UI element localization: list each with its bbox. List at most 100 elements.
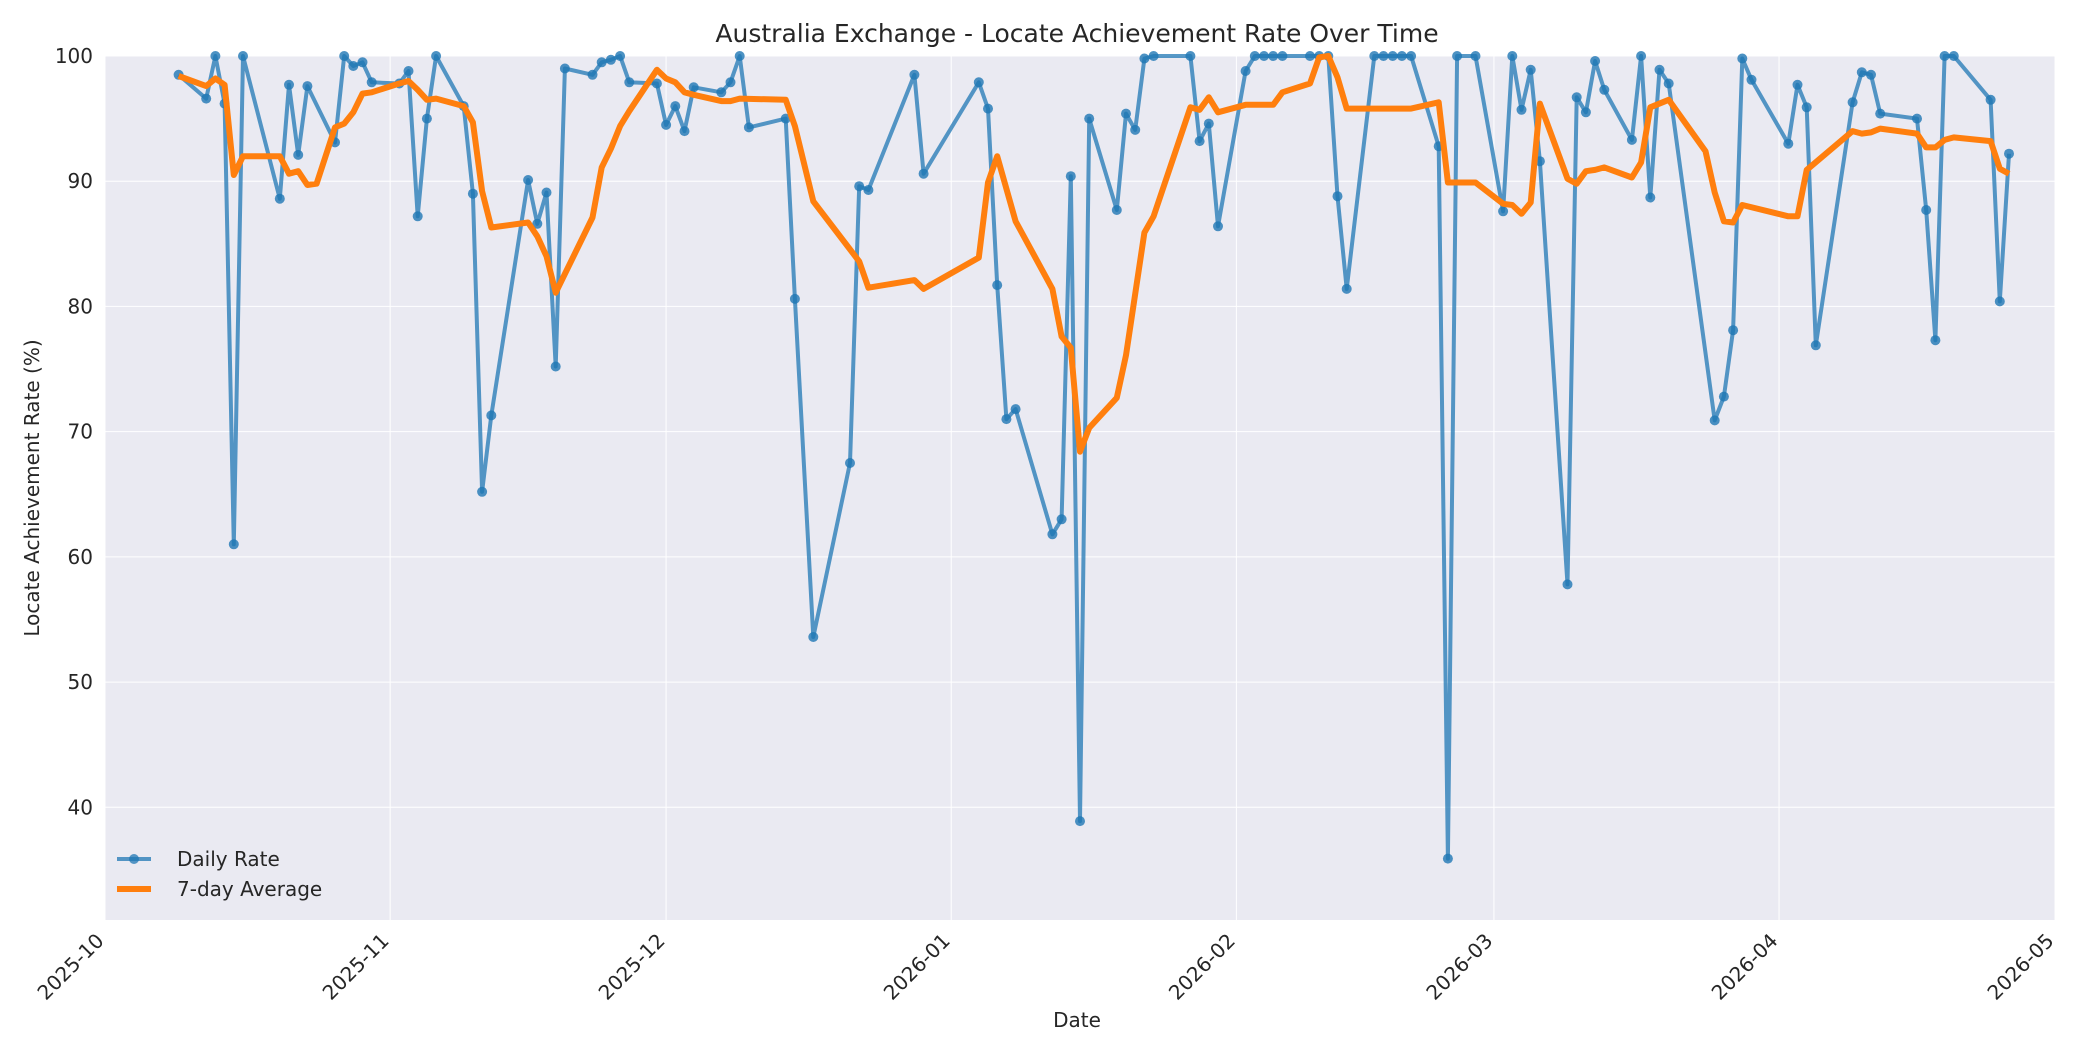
daily-rate-point bbox=[1626, 134, 1637, 145]
daily-rate-point bbox=[403, 66, 414, 76]
daily-rate-point bbox=[1470, 51, 1481, 61]
daily-rate-point bbox=[992, 280, 1003, 291]
daily-rate-point bbox=[1654, 64, 1665, 75]
daily-rate-point bbox=[863, 185, 874, 195]
series-layer bbox=[173, 51, 2014, 864]
daily-rate-point bbox=[1645, 192, 1656, 203]
daily-rate-point bbox=[1341, 283, 1352, 294]
daily-rate-point bbox=[918, 168, 929, 179]
daily-rate-point bbox=[412, 211, 423, 222]
daily-rate-point bbox=[1442, 853, 1453, 864]
daily-rate-point bbox=[1139, 53, 1150, 64]
daily-rate-point bbox=[596, 57, 607, 68]
daily-rate-point bbox=[1240, 66, 1251, 76]
daily-rate-point bbox=[1516, 104, 1527, 115]
y-tick-label: 70 bbox=[68, 420, 93, 444]
daily-rate-point bbox=[1084, 113, 1095, 124]
daily-rate-point bbox=[339, 51, 350, 61]
y-tick-label: 50 bbox=[68, 670, 93, 694]
daily-rate-point bbox=[1912, 113, 1922, 124]
daily-rate-point bbox=[293, 149, 304, 160]
daily-rate-point bbox=[1332, 191, 1343, 202]
daily-rate-point bbox=[973, 77, 984, 88]
daily-rate-point bbox=[228, 539, 239, 550]
daily-rate-point bbox=[1452, 51, 1463, 61]
daily-rate-point bbox=[624, 77, 635, 88]
daily-rate-point bbox=[1305, 51, 1315, 61]
daily-rate-point bbox=[1930, 335, 1941, 346]
daily-rate-point bbox=[1636, 51, 1647, 61]
daily-rate-point bbox=[845, 458, 855, 468]
daily-rate-point bbox=[486, 410, 497, 421]
seven-day-average-line bbox=[177, 53, 2011, 455]
daily-rate-point bbox=[1783, 138, 1794, 149]
daily-rate-point bbox=[789, 293, 800, 304]
daily-rate-point bbox=[357, 57, 368, 68]
daily-rate-point bbox=[477, 486, 488, 497]
daily-rate-point bbox=[1111, 205, 1122, 215]
daily-rate-point bbox=[1709, 415, 1720, 426]
y-axis-label: Locate Achievement Rate (%) bbox=[20, 339, 44, 636]
daily-rate-point bbox=[1507, 51, 1518, 61]
daily-rate-point bbox=[1277, 51, 1288, 61]
daily-rate-point bbox=[1810, 340, 1821, 351]
daily-rate-point bbox=[780, 113, 791, 124]
daily-rate-point bbox=[1875, 108, 1886, 119]
daily-rate-point bbox=[854, 181, 865, 192]
daily-rate-point bbox=[679, 126, 690, 137]
x-axis-label: Date bbox=[1053, 1008, 1101, 1032]
daily-rate-point bbox=[238, 51, 248, 61]
daily-rate-point bbox=[1856, 67, 1867, 78]
daily-rate-point bbox=[1847, 97, 1858, 108]
daily-rate-point bbox=[1663, 78, 1674, 89]
y-tick-label: 90 bbox=[68, 169, 93, 193]
daily-rate-point bbox=[1746, 74, 1757, 85]
daily-rate-point bbox=[909, 69, 920, 80]
daily-rate-point bbox=[1525, 64, 1536, 75]
legend-average-label: 7-day Average bbox=[177, 877, 322, 901]
daily-rate-point bbox=[1130, 124, 1141, 135]
daily-rate-point bbox=[1075, 816, 1085, 827]
daily-rate-point bbox=[210, 51, 221, 61]
daily-rate-point bbox=[366, 77, 377, 88]
daily-rate-point bbox=[651, 78, 662, 89]
daily-rate-point bbox=[1194, 136, 1205, 147]
daily-rate-point bbox=[1590, 56, 1601, 66]
y-tick-label: 80 bbox=[68, 294, 93, 318]
y-tick-label: 40 bbox=[68, 795, 93, 819]
daily-rate-point bbox=[1737, 53, 1748, 64]
daily-rate-point bbox=[1387, 51, 1398, 61]
daily-rate-point bbox=[808, 632, 819, 642]
daily-rate-point bbox=[1994, 296, 2005, 307]
daily-rate-point bbox=[1185, 51, 1196, 61]
daily-rate-point bbox=[1921, 205, 1932, 215]
daily-rate-point bbox=[983, 103, 993, 114]
daily-rate-point bbox=[1121, 108, 1131, 119]
daily-rate-point bbox=[1203, 118, 1214, 129]
legend-daily-marker bbox=[129, 854, 139, 864]
daily-rate-point bbox=[725, 77, 736, 88]
daily-rate-point bbox=[284, 79, 294, 90]
daily-rate-point bbox=[302, 81, 313, 92]
daily-rate-point bbox=[1406, 51, 1417, 61]
daily-rate-point bbox=[1571, 92, 1582, 103]
daily-rate-point bbox=[1396, 51, 1407, 61]
daily-rate-point bbox=[1378, 51, 1389, 61]
daily-rate-point bbox=[431, 51, 442, 61]
daily-rate-point bbox=[559, 63, 570, 74]
legend: Daily Rate 7-day Average bbox=[117, 847, 322, 901]
daily-rate-point bbox=[1213, 221, 1223, 232]
daily-rate-point bbox=[1001, 414, 1012, 425]
daily-rate-point bbox=[743, 122, 754, 133]
daily-rate-point bbox=[2004, 148, 2014, 159]
daily-rate-point bbox=[688, 82, 699, 93]
grid-lines bbox=[104, 55, 2056, 920]
daily-rate-point bbox=[1948, 51, 1959, 61]
daily-rate-point bbox=[1985, 94, 1996, 105]
daily-rate-point bbox=[1939, 51, 1950, 61]
daily-rate-point bbox=[661, 119, 672, 130]
daily-rate-point bbox=[1580, 107, 1591, 118]
daily-rate-point bbox=[1718, 391, 1729, 402]
daily-rate-point bbox=[523, 175, 534, 185]
